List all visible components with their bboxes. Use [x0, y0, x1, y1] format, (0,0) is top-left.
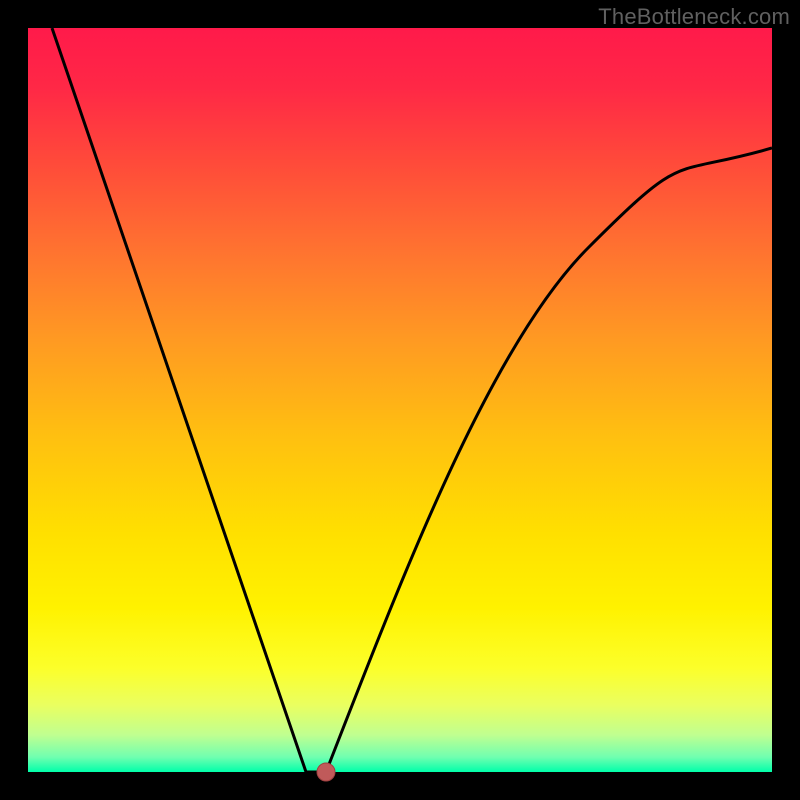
plot-area — [28, 28, 772, 781]
watermark-label: TheBottleneck.com — [598, 4, 790, 30]
plot-background-gradient — [28, 28, 772, 772]
chart-container: TheBottleneck.com — [0, 0, 800, 800]
bottleneck-chart — [0, 0, 800, 800]
optimal-point-marker — [317, 763, 335, 781]
